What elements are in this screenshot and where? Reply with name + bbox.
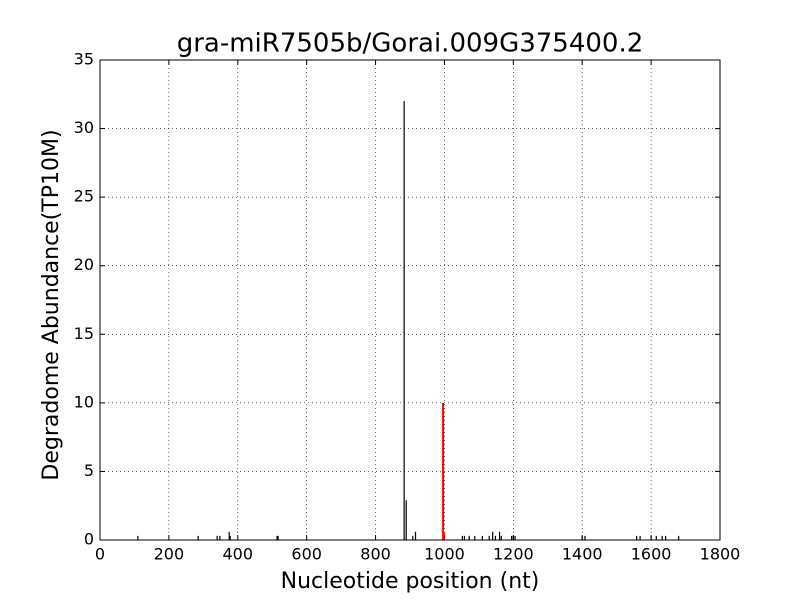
- y-tick-label: 0: [84, 530, 94, 549]
- x-tick-label: 0: [95, 545, 105, 564]
- y-tick-label: 30: [74, 118, 94, 137]
- x-tick-label: 600: [291, 545, 322, 564]
- x-tick-label: 1800: [700, 545, 741, 564]
- x-tick-label: 800: [360, 545, 391, 564]
- chart-title: gra-miR7505b/Gorai.009G375400.2: [177, 29, 644, 59]
- x-axis-label: Nucleotide position (nt): [281, 569, 540, 594]
- y-tick-label: 20: [74, 255, 94, 274]
- x-tick-label: 1200: [493, 545, 534, 564]
- plot-frame: [99, 59, 721, 541]
- y-tick-label: 25: [74, 187, 94, 206]
- y-tick-label: 5: [84, 461, 94, 480]
- y-tick-label: 15: [74, 324, 94, 343]
- y-tick-label: 10: [74, 392, 94, 411]
- y-tick-label: 35: [74, 50, 94, 69]
- x-tick-label: 400: [223, 545, 254, 564]
- x-tick-label: 1600: [631, 545, 672, 564]
- y-axis-label: Degradome Abundance(TP10M): [39, 129, 64, 480]
- x-tick-label: 200: [154, 545, 185, 564]
- x-tick-label: 1000: [424, 545, 465, 564]
- x-tick-label: 1400: [562, 545, 603, 564]
